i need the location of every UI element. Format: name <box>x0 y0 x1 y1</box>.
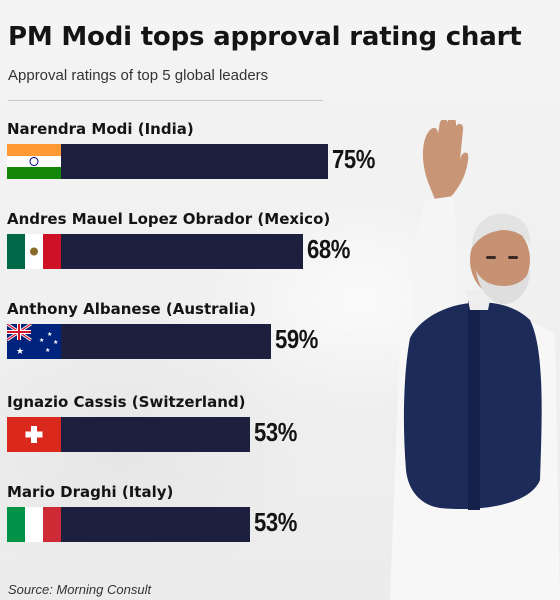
value-label: 59% <box>275 324 318 354</box>
svg-text:★: ★ <box>16 347 24 357</box>
value-label: 53% <box>253 417 297 447</box>
approval-bar <box>61 144 328 179</box>
leader-name-label: Ignazio Cassis (Switzerland) <box>7 393 246 411</box>
chart-subtitle: Approval ratings of top 5 global leaders <box>8 67 269 84</box>
chart-title: PM Modi tops approval rating chart <box>8 22 522 52</box>
value-label: 68% <box>307 234 351 264</box>
leader-name-label: Anthony Albanese (Australia) <box>7 300 256 318</box>
value-label: 53% <box>253 507 297 537</box>
italy-flag-icon <box>7 507 61 542</box>
divider <box>8 100 323 101</box>
india-flag-icon <box>7 144 61 179</box>
approval-bar <box>61 324 272 359</box>
leader-name-label: Mario Draghi (Italy) <box>7 483 174 501</box>
australia-flag-icon: ★ ★ ★ ★ ★ <box>7 324 61 359</box>
svg-text:★: ★ <box>47 331 52 338</box>
approval-bar <box>61 417 250 452</box>
svg-text:★: ★ <box>53 339 58 346</box>
approval-bar <box>61 507 250 542</box>
leader-photo <box>390 120 560 600</box>
switzerland-flag-icon <box>7 417 61 452</box>
svg-text:★: ★ <box>39 337 44 344</box>
source-note: Source: Morning Consult <box>8 582 152 597</box>
leader-name-label: Narendra Modi (India) <box>7 120 194 138</box>
approval-bar <box>61 234 304 269</box>
svg-text:★: ★ <box>45 347 50 354</box>
leader-name-label: Andres Mauel Lopez Obrador (Mexico) <box>7 210 331 228</box>
mexico-flag-icon <box>7 234 61 269</box>
value-label: 75% <box>332 144 375 174</box>
